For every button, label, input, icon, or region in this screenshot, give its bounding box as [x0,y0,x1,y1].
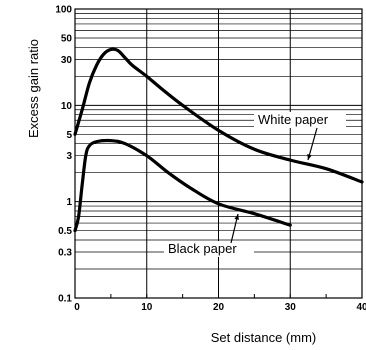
y-tick-label: 100 [55,5,72,16]
x-axis-label: Set distance (mm) [211,330,316,345]
y-tick-label: 5 [66,130,72,141]
series-line-white-paper [73,47,364,184]
annotation-white-paper-arrowhead [307,154,312,160]
y-tick-label: 3 [66,151,72,162]
y-tick-label: 0.1 [58,294,72,305]
annotation-white-paper: White paper [258,112,329,127]
series-line-black-paper [73,138,292,233]
series-layer [73,47,364,233]
annotation-black-paper-arrowhead [234,214,239,220]
plot-frame [74,8,363,299]
y-tick-label: 30 [61,55,73,66]
y-tick-label: 0.3 [58,248,72,259]
annotation-white-paper-bg [254,112,346,128]
x-tick-label: 40 [356,302,366,313]
annotations: White paper Black paper [164,112,346,257]
x-tick-label: 0 [74,302,80,313]
y-tick-label: 0.5 [58,226,72,237]
y-tick-label: 50 [61,33,73,44]
annotation-black-paper: Black paper [168,241,237,256]
y-tick-label: 10 [61,101,73,112]
y-axis-label: Excess gain ratio [26,39,41,138]
annotation-black-paper-bg [164,241,254,257]
x-tick-label: 10 [141,302,153,313]
tick-labels: 0.1 0.3 0.5 1 3 5 10 30 50 100 0 10 20 30 40 [55,5,366,314]
x-tick-label: 20 [213,302,225,313]
annotation-white-paper-leader [307,127,318,161]
y-tick-label: 1 [66,197,72,208]
x-tick-label: 30 [285,302,297,313]
